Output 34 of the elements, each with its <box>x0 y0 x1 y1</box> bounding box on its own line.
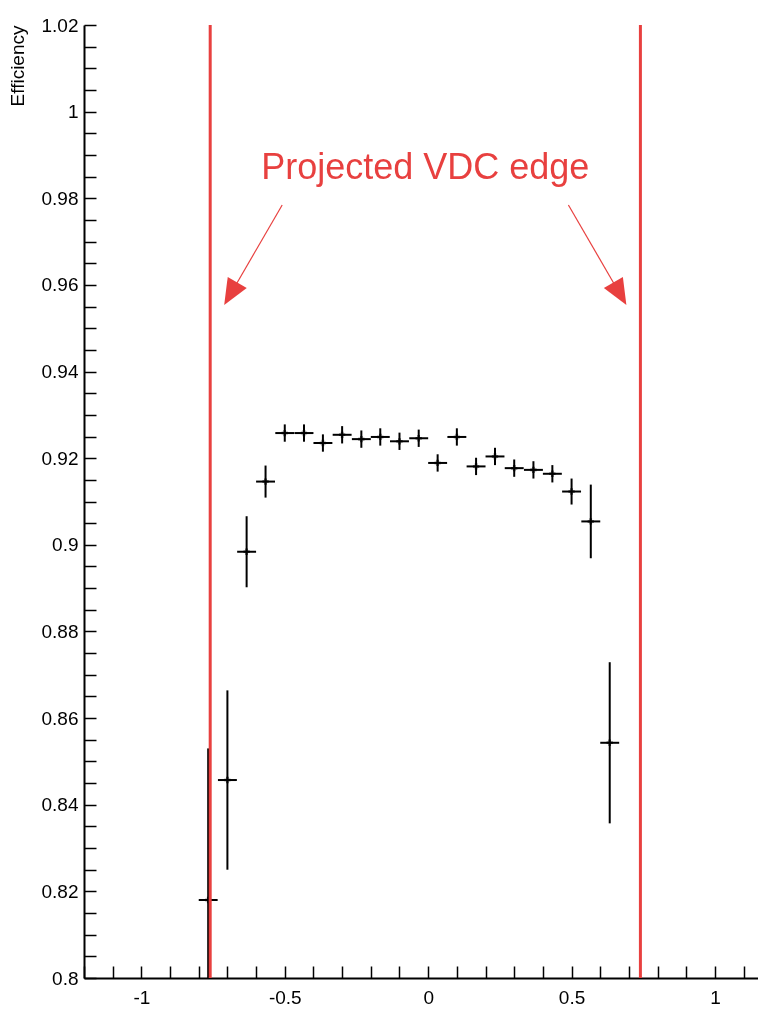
y-axis-title: Efficiency <box>6 25 28 107</box>
point <box>358 435 365 443</box>
point <box>415 435 422 442</box>
y-tick-label: 0.84 <box>41 794 79 816</box>
y-tick-label: 0.92 <box>41 447 79 469</box>
x-tick-label: 0 <box>423 986 434 1008</box>
point <box>549 470 556 477</box>
y-tick-label: 0.98 <box>41 187 79 209</box>
y-tick-label: 0.96 <box>41 274 79 296</box>
y-tick-label: 0.94 <box>41 361 79 383</box>
y-tick-label: 0.8 <box>52 967 79 989</box>
point <box>530 466 537 474</box>
point <box>606 739 613 746</box>
y-tick-label: 0.82 <box>41 880 79 902</box>
point <box>262 478 269 485</box>
point <box>377 433 384 441</box>
y-tick-label: 0.9 <box>52 534 79 556</box>
point <box>587 518 594 525</box>
point <box>491 453 499 460</box>
point <box>396 438 403 445</box>
point <box>434 459 441 467</box>
point <box>224 776 231 784</box>
point <box>243 548 250 555</box>
y-tick-label: 0.86 <box>41 707 79 729</box>
x-tick-label: -1 <box>133 986 151 1008</box>
y-tick-label: 1 <box>67 101 79 123</box>
x-tick-label: 0.5 <box>558 986 586 1008</box>
y-tick-label: 0.88 <box>41 620 79 642</box>
point <box>568 488 575 495</box>
annotation: Projected VDC edge <box>261 146 590 187</box>
x-tick-label: 1 <box>710 986 721 1008</box>
x-tick-label: -0.5 <box>268 986 302 1008</box>
y-tick-label: 1.02 <box>41 14 79 36</box>
point <box>472 463 480 470</box>
